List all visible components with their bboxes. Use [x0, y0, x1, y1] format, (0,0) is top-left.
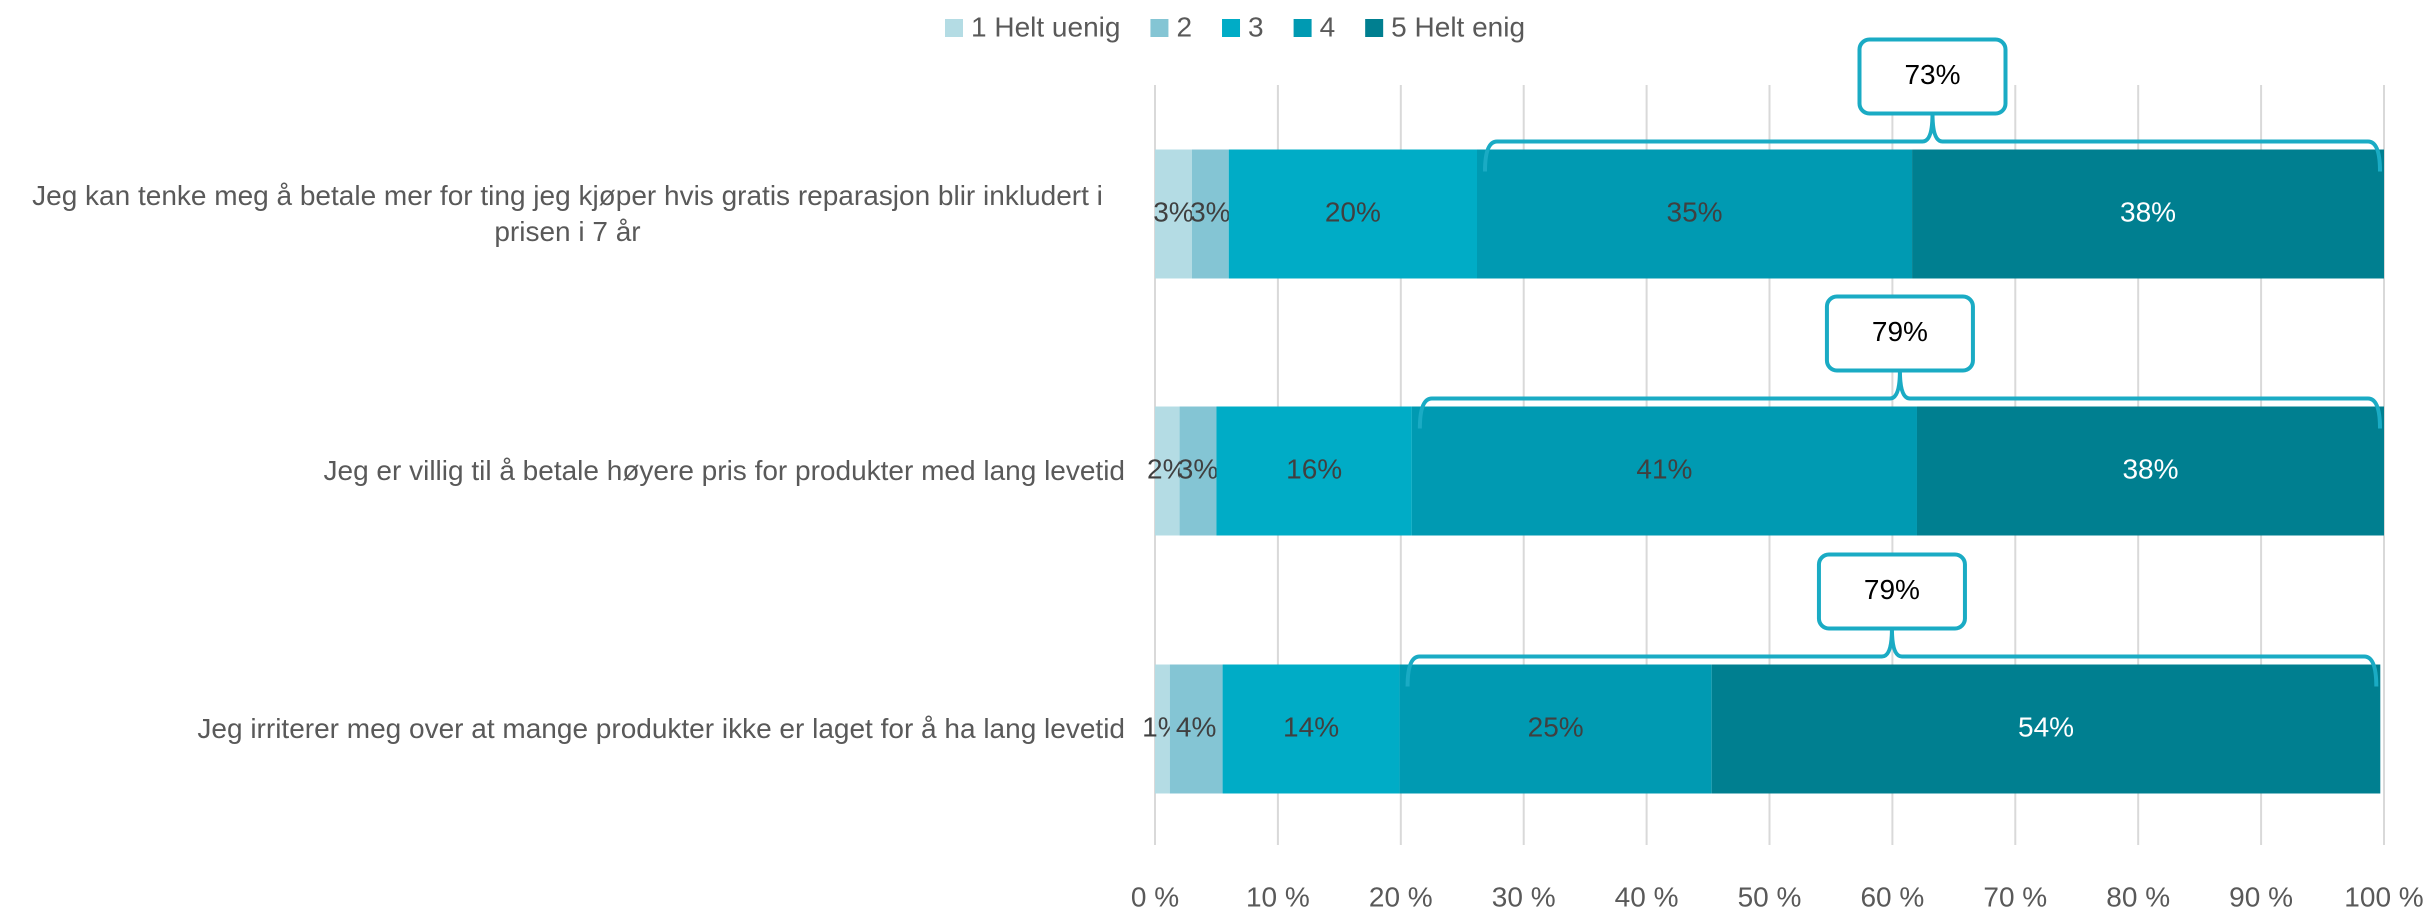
bar-segment	[1155, 664, 1170, 794]
bar-segment	[1228, 149, 1477, 279]
data-label: 38%	[2120, 196, 2176, 227]
x-tick-label: 0 %	[1131, 881, 1179, 912]
x-tick-label: 90 %	[2229, 881, 2293, 912]
data-label: 3%	[1178, 453, 1218, 484]
bar-segment	[1916, 406, 2384, 536]
data-label: 35%	[1667, 196, 1723, 227]
x-tick-label: 70 %	[1983, 881, 2047, 912]
x-tick-label: 20 %	[1369, 881, 1433, 912]
bar-segment	[1179, 406, 1217, 536]
x-tick-label: 10 %	[1246, 881, 1310, 912]
bar-segment	[1191, 149, 1229, 279]
data-label: 38%	[2122, 453, 2178, 484]
legend-swatch	[1150, 19, 1169, 37]
x-tick-label: 60 %	[1860, 881, 1924, 912]
data-label: 3%	[1190, 196, 1230, 227]
legend-label: 1 Helt uenig	[971, 11, 1120, 42]
legend-label: 5 Helt enig	[1391, 11, 1525, 42]
data-label: 14%	[1283, 711, 1339, 742]
legend-swatch	[1222, 19, 1241, 37]
legend-swatch	[945, 19, 963, 37]
x-tick-label: 30 %	[1492, 881, 1556, 912]
legend-label: 3	[1248, 11, 1264, 42]
category-label: Jeg kan tenke meg å betale mer for ting …	[10, 178, 1125, 250]
x-tick-label: 40 %	[1615, 881, 1679, 912]
x-tick-label: 100 %	[2344, 881, 2423, 912]
annotation-box	[1816, 552, 1967, 631]
data-label: 16%	[1286, 453, 1342, 484]
legend-label: 4	[1320, 11, 1336, 42]
data-label: 3%	[1153, 196, 1193, 227]
bar-segment	[1476, 149, 1913, 279]
data-label: 20%	[1325, 196, 1381, 227]
bar-segment	[1711, 664, 2381, 794]
bar-segment	[1216, 406, 1412, 536]
data-label: 4%	[1176, 711, 1216, 742]
x-tick-label: 50 %	[1738, 881, 1802, 912]
bar-segment	[1155, 406, 1180, 536]
annotation: 73%	[1904, 59, 1960, 90]
bar-segment	[1169, 664, 1223, 794]
annotation-box	[1857, 37, 2008, 116]
data-label: 54%	[2018, 711, 2074, 742]
category-text: Jeg irriterer meg over at mange produkte…	[197, 713, 1125, 744]
category-label: Jeg er villig til å betale høyere pris f…	[10, 453, 1126, 489]
annotation: 79%	[1864, 574, 1920, 605]
annotation: 79%	[1872, 316, 1928, 347]
bar-segment	[1411, 406, 1917, 536]
category-text: Jeg er villig til å betale høyere pris f…	[323, 455, 1126, 486]
legend-swatch	[1365, 19, 1384, 37]
bar-segment	[1399, 664, 1712, 794]
category-label: Jeg irriterer meg over at mange produkte…	[10, 711, 1125, 747]
legend-swatch	[1293, 19, 1312, 37]
x-tick-label: 80 %	[2106, 881, 2170, 912]
bar-segment	[1912, 149, 2384, 279]
data-label: 25%	[1528, 711, 1584, 742]
legend-label: 2	[1176, 11, 1192, 42]
bar-segment	[1155, 149, 1192, 279]
annotation-box	[1824, 294, 1975, 373]
bar-segment	[1222, 664, 1400, 794]
data-label: 41%	[1636, 453, 1692, 484]
category-text: Jeg kan tenke meg å betale mer for ting …	[32, 180, 1103, 247]
